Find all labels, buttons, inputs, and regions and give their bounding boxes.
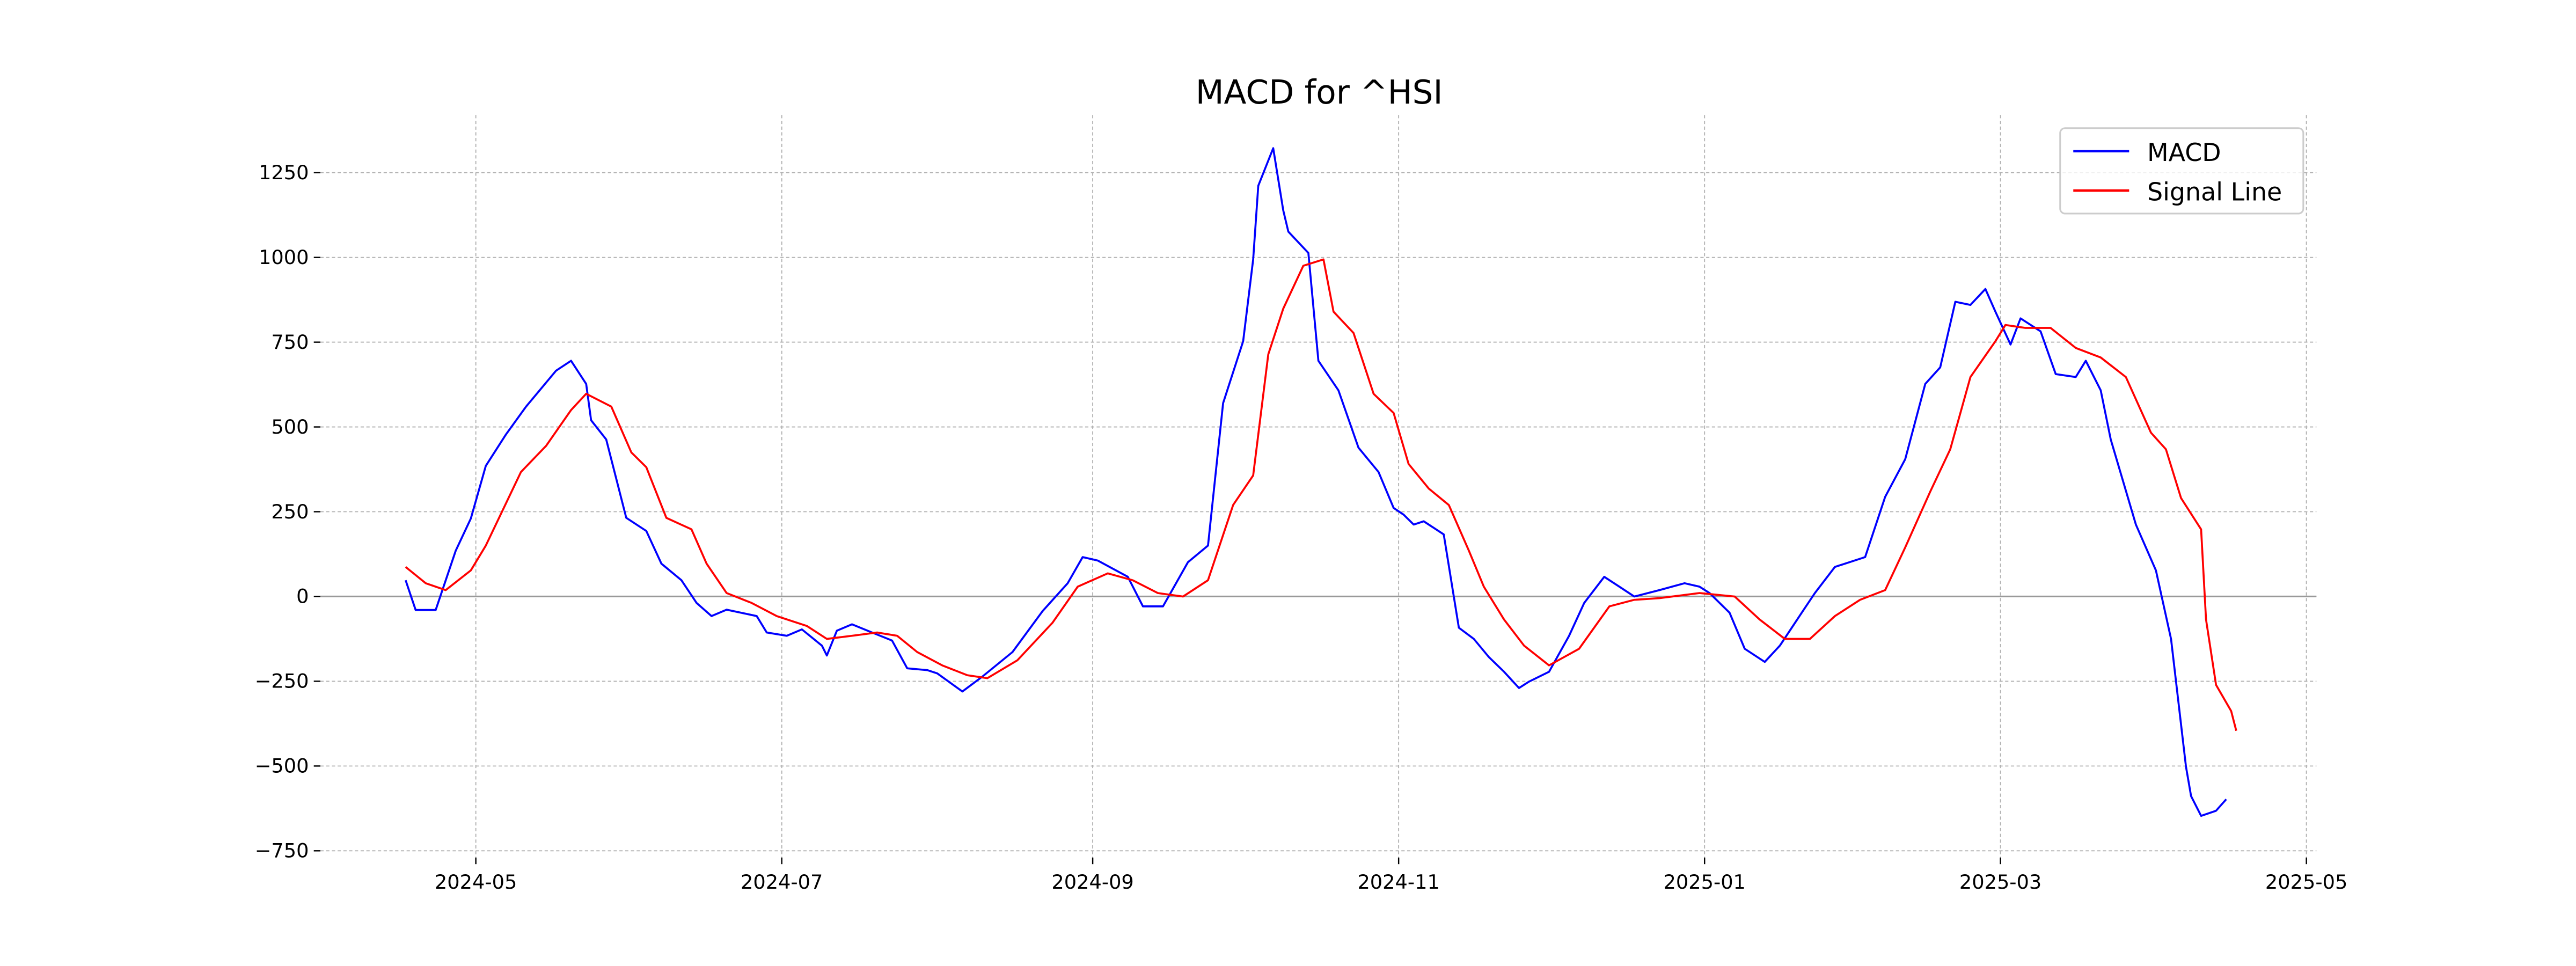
legend-frame <box>2059 127 2304 215</box>
y-tick-label: −500 <box>255 755 309 778</box>
y-tick-label: 750 <box>271 331 309 354</box>
x-tick-label: 2024-09 <box>1051 870 1133 894</box>
signal-line <box>405 258 2237 731</box>
x-tick-label: 2025-05 <box>2265 870 2347 894</box>
legend: MACD Signal Line <box>2059 127 2304 215</box>
x-tick-label: 2025-01 <box>1664 870 1746 894</box>
y-tick-label: 0 <box>296 585 309 608</box>
y-tick-label: 500 <box>271 415 309 438</box>
y-tick-label: 250 <box>271 500 309 523</box>
x-tick-label: 2024-07 <box>741 870 823 894</box>
macd-line <box>405 147 2227 817</box>
x-tick-label: 2025-03 <box>1959 870 2041 894</box>
axes: −750 −500 −250 0 250 500 750 1000 1250 2024-05 202… <box>255 161 2348 894</box>
y-tick-label: 1000 <box>259 246 309 269</box>
x-tick-label: 2024-05 <box>435 870 517 894</box>
legend-macd-label: MACD <box>2147 138 2221 167</box>
x-tick-label: 2024-11 <box>1357 870 1439 894</box>
y-tick-label: −250 <box>255 670 309 693</box>
y-tick-label: −750 <box>255 839 309 862</box>
series-lines <box>405 147 2237 817</box>
legend-signal-label: Signal Line <box>2147 177 2282 206</box>
y-tick-label: 1250 <box>259 161 309 184</box>
chart-title: MACD for ^HSI <box>1196 74 1443 112</box>
